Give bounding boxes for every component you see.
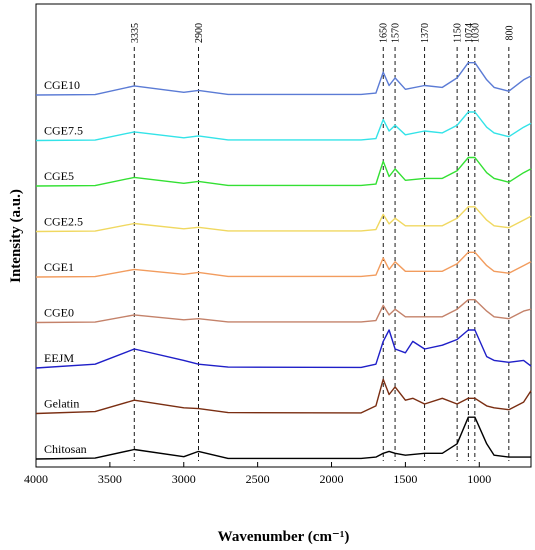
x-tick-label: 2500 [246,472,270,486]
series-line [35,156,532,187]
reference-line-label: 1370 [420,23,431,43]
series-labels: CGE10 CGE7.5 CGE5 CGE2.5 CGE1 CGE0 EEJM Gelatin… [44,78,87,456]
x-tick-label: 3000 [172,472,196,486]
x-tick-label: 3500 [98,472,122,486]
series-label: CGE5 [44,169,74,183]
reference-line-label: 3335 [130,23,141,43]
series-label: CGE10 [44,78,80,92]
reference-line-label: 2900 [194,23,205,43]
series-line [35,62,532,96]
x-axis: 4000 3500 3000 2500 2000 1500 1000 [24,462,491,486]
reference-line-label: 1030 [470,23,481,43]
series-line [35,416,531,460]
series-line [35,378,532,415]
series-line [35,251,532,278]
y-axis-title: Intensity (a.u.) [8,189,24,283]
series-label: Gelatin [44,397,79,411]
x-axis-title: Wavenumber (cm⁻¹) [218,529,350,545]
series-line [35,111,532,142]
reference-line-label: 1650 [379,23,390,43]
reference-line-label: 1074 [464,23,475,43]
x-tick-label: 4000 [24,472,48,486]
series-label: CGE2.5 [44,215,83,229]
series-label: EEJM [44,351,74,365]
plot-frame [35,3,532,468]
series-label: CGE0 [44,306,74,320]
series-label: CGE1 [44,260,74,274]
series-line [35,329,532,369]
series-line [35,206,532,233]
reference-line-label: 800 [504,26,515,41]
series-label: CGE7.5 [44,124,83,138]
series-label: Chitosan [44,442,87,456]
series-line [35,299,532,324]
reference-line-label: 1570 [391,23,402,43]
series-lines [35,62,532,460]
x-tick-label: 2000 [320,472,344,486]
x-tick-label: 1500 [393,472,417,486]
x-tick-label: 1000 [467,472,491,486]
reference-line-label: 1150 [453,23,464,43]
